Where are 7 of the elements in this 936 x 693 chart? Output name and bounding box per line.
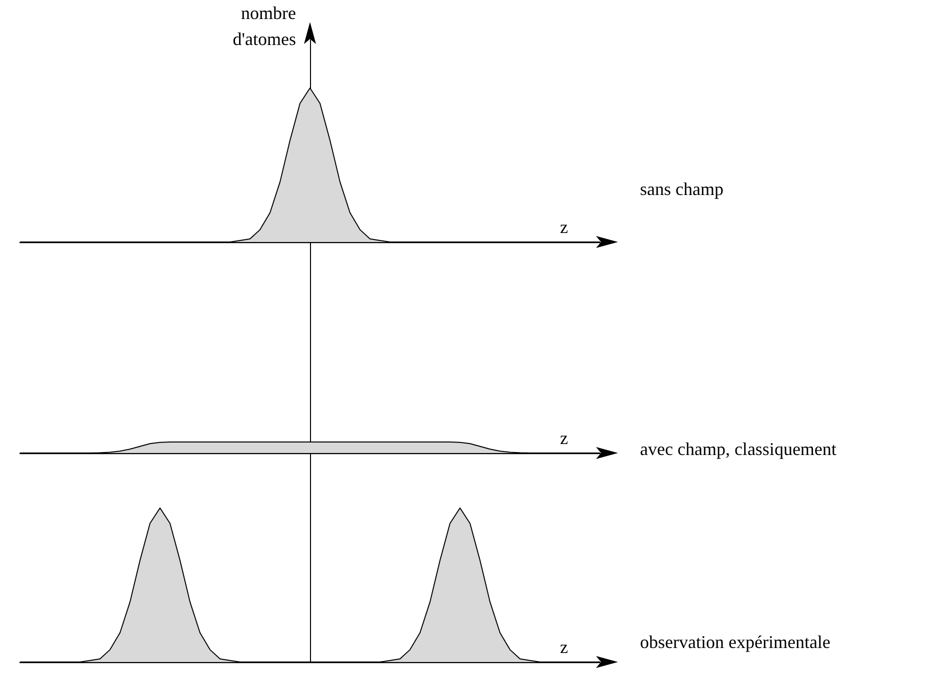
x-axis-title: z [560, 217, 568, 237]
text: sans champ [640, 179, 724, 199]
text: observation expérimentale [640, 632, 830, 652]
x-axis-title: z [560, 428, 568, 448]
x-axis-title: z [560, 637, 568, 657]
y-axis-title: nombre d'atomes [232, 3, 296, 49]
text: avec champ, classiquement [640, 439, 836, 459]
